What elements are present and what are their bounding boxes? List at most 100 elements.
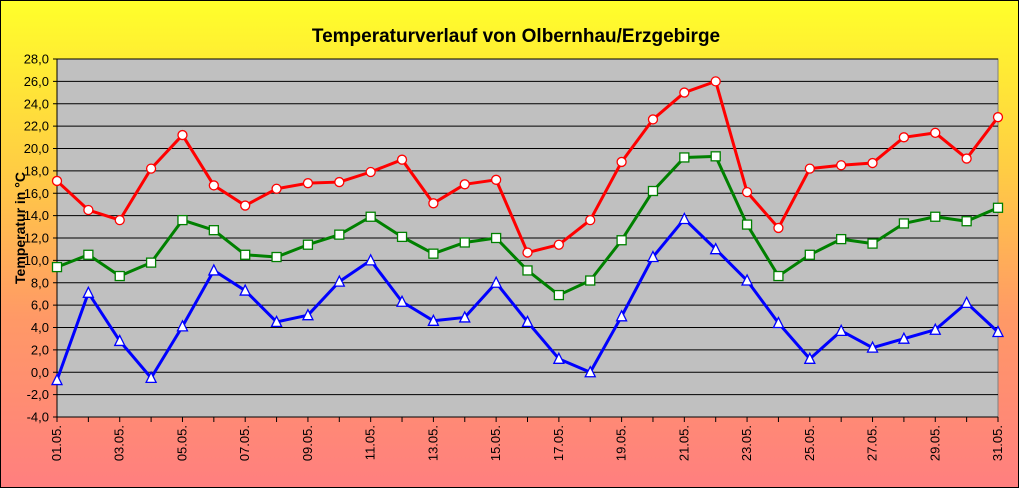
data-point: [836, 233, 847, 245]
data-point: [396, 231, 408, 243]
data-point: [709, 242, 722, 255]
data-point: [930, 127, 941, 138]
data-point: [930, 211, 941, 222]
data-point: [898, 132, 910, 143]
y-tick-label: 10,0: [24, 253, 49, 268]
x-tick-label: 01.05.: [49, 425, 64, 461]
data-point: [647, 185, 659, 197]
y-tick-label: 2,0: [31, 342, 49, 357]
data-point: [490, 232, 502, 244]
data-point: [177, 129, 188, 141]
data-point: [114, 214, 125, 226]
data-point: [521, 314, 534, 328]
x-tick-label: 17.05.: [551, 425, 566, 461]
data-point: [741, 186, 753, 198]
data-point: [145, 163, 157, 174]
y-tick-label: 28,0: [24, 52, 49, 67]
data-point: [616, 235, 627, 246]
data-point: [961, 216, 972, 227]
data-point: [490, 275, 503, 288]
y-tick-label: 12,0: [24, 231, 49, 246]
y-axis-label: Temperatur in °C: [12, 172, 28, 284]
data-point: [301, 308, 314, 321]
data-point: [836, 160, 847, 171]
data-point: [50, 373, 64, 386]
y-tick-label: 22,0: [24, 119, 49, 134]
y-tick-label: 0,0: [31, 365, 49, 380]
data-point: [584, 365, 597, 378]
data-point: [113, 333, 126, 347]
data-point: [960, 295, 973, 309]
y-tick-label: 16,0: [24, 186, 49, 201]
data-point: [616, 156, 627, 168]
y-tick-label: -4,0: [27, 410, 49, 425]
data-point: [867, 157, 878, 169]
x-tick-label: 03.05.: [112, 425, 127, 461]
data-point: [427, 313, 440, 326]
data-point: [803, 351, 816, 364]
data-point: [302, 178, 314, 189]
x-tick-label: 13.05.: [425, 425, 440, 461]
data-point: [647, 114, 659, 125]
data-point: [271, 251, 282, 263]
x-tick-label: 23.05.: [739, 425, 754, 461]
data-point: [208, 225, 219, 236]
data-point: [458, 310, 471, 323]
data-point: [835, 323, 848, 337]
data-point: [867, 238, 878, 249]
data-point: [522, 265, 533, 276]
y-tick-label: 18,0: [24, 163, 49, 178]
series-3: [50, 212, 1005, 386]
x-tick-label: 11.05.: [363, 425, 378, 460]
data-point: [428, 248, 439, 259]
data-point: [804, 249, 815, 260]
data-point: [585, 214, 596, 226]
data-point: [145, 370, 158, 383]
data-point: [553, 239, 565, 250]
gridlines: [53, 58, 999, 422]
y-tick-label: 4,0: [31, 320, 49, 335]
data-point: [459, 237, 470, 248]
x-tick-label: 31.05.: [990, 425, 1005, 461]
x-tick-label: 27.05.: [865, 425, 880, 461]
data-point: [615, 309, 628, 322]
data-point: [333, 274, 346, 287]
data-point: [334, 229, 345, 240]
data-point: [395, 294, 409, 307]
data-point: [365, 211, 376, 222]
data-point: [646, 250, 660, 263]
y-axis-tick-labels: -4,0 -2,0 0,0 2,0 4,0 6,0 8,0 10,0 12,0 14,0 16,0 1…: [24, 52, 49, 425]
data-point: [710, 76, 721, 87]
data-point: [773, 270, 784, 282]
data-point: [772, 316, 785, 329]
data-point: [365, 166, 376, 178]
data-point: [804, 163, 815, 174]
y-tick-label: 26,0: [24, 74, 49, 89]
data-point: [991, 325, 1005, 338]
data-point: [773, 222, 784, 234]
data-point: [334, 176, 345, 188]
data-point: [992, 202, 1004, 213]
x-tick-label: 05.05.: [174, 425, 189, 461]
data-point: [741, 273, 754, 286]
data-point: [83, 204, 94, 216]
data-point: [176, 319, 189, 332]
x-tick-label: 29.05.: [927, 425, 942, 461]
data-point: [82, 285, 95, 298]
data-point: [302, 239, 314, 250]
data-point: [679, 152, 690, 163]
data-point: [270, 314, 283, 328]
y-tick-label: 20,0: [24, 141, 49, 156]
data-point: [897, 331, 910, 344]
data-point: [364, 253, 377, 266]
data-point: [679, 87, 690, 98]
data-point: [459, 179, 470, 190]
series-2: [51, 151, 1004, 301]
x-tick-label: 09.05.: [300, 425, 315, 461]
data-point: [522, 247, 533, 258]
data-point: [552, 351, 565, 364]
series-layer: [50, 76, 1005, 386]
data-point: [239, 283, 252, 296]
